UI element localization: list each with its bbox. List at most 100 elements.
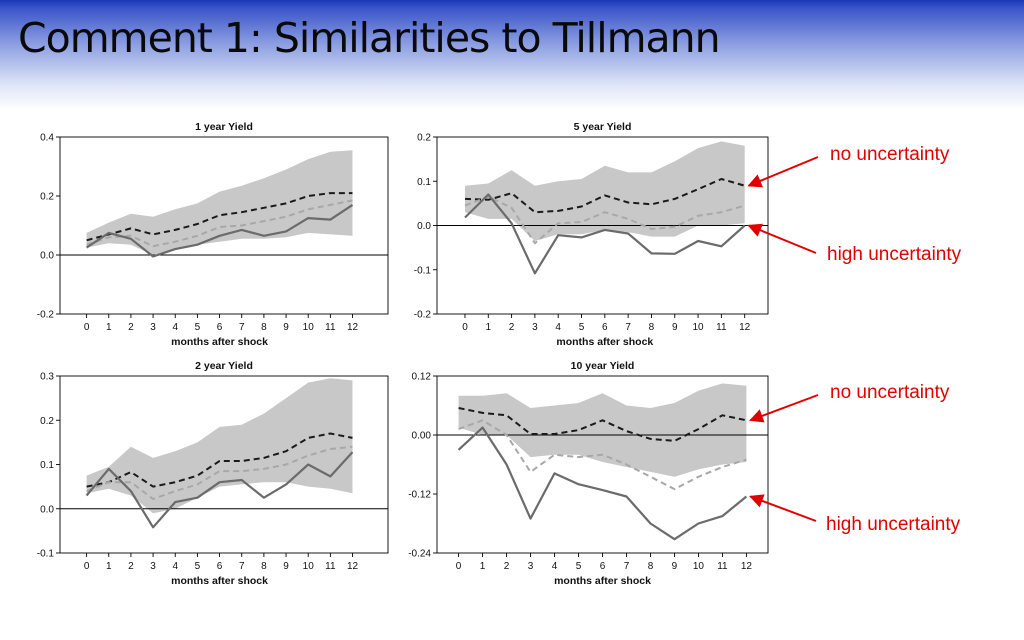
x-tick-label: 5 bbox=[579, 322, 585, 333]
x-tick-label: 6 bbox=[602, 322, 608, 333]
x-tick-label: 7 bbox=[624, 561, 630, 572]
x-tick-label: 0 bbox=[84, 322, 90, 333]
x-tick-label: 9 bbox=[672, 561, 678, 572]
annotation-arrow bbox=[747, 223, 817, 254]
x-tick-label: 3 bbox=[150, 561, 156, 572]
x-tick-label: 6 bbox=[217, 561, 223, 572]
y-tick-label: -0.2 bbox=[37, 310, 55, 321]
annotation-label: high uncertainty bbox=[826, 514, 961, 535]
series-line-no-uncertainty bbox=[86, 432, 353, 488]
x-tick-label: 12 bbox=[347, 322, 359, 333]
x-tick-label: 11 bbox=[325, 561, 336, 572]
x-tick-label: 7 bbox=[625, 322, 631, 333]
x-tick-label: 9 bbox=[283, 322, 289, 333]
x-tick-label: 12 bbox=[741, 561, 753, 572]
x-tick-label: 0 bbox=[462, 322, 468, 333]
x-tick-label: 1 bbox=[106, 561, 112, 572]
series-line-high-uncertainty bbox=[457, 426, 748, 541]
x-tick-label: 2 bbox=[128, 561, 134, 572]
chart-panel-1: 1 year Yield-0.20.00.20.40 1 2 3 4 5 6 7 8 9 10 11 1… bbox=[37, 121, 389, 348]
y-tick-label: 0.2 bbox=[417, 133, 431, 144]
series-line-no-uncertainty bbox=[86, 192, 353, 242]
x-tick-label: 11 bbox=[717, 561, 728, 572]
annotation-arrow bbox=[747, 156, 819, 188]
x-tick-label: 5 bbox=[576, 561, 582, 572]
x-tick-label: 11 bbox=[716, 322, 727, 333]
x-tick-label: 8 bbox=[649, 322, 655, 333]
y-tick-label: -0.1 bbox=[37, 549, 55, 560]
x-tick-label: 2 bbox=[504, 561, 510, 572]
chart-panel-4: 10 year Yield-0.24-0.120.000.120 1 2 3 4 5 6 7 8… bbox=[408, 360, 769, 587]
x-tick-label: 1 bbox=[480, 561, 486, 572]
annotation-no-uncertainty: no uncertainty bbox=[749, 382, 950, 423]
series-line-gray-dashed bbox=[458, 419, 747, 491]
x-axis-label: months after shock bbox=[171, 336, 268, 348]
x-tick-label: 12 bbox=[347, 561, 359, 572]
series-line-high-uncertainty bbox=[85, 203, 354, 258]
x-tick-label: 5 bbox=[195, 322, 201, 333]
x-tick-label: 7 bbox=[239, 561, 245, 572]
x-tick-label: 7 bbox=[239, 322, 245, 333]
chart-panel-3: 2 year Yield-0.10.00.10.20.30 1 2 3 4 5 6 7 8 9 10… bbox=[37, 360, 389, 587]
annotation-high-uncertainty: high uncertainty bbox=[749, 494, 961, 535]
annotation-no-uncertainty: no uncertainty bbox=[747, 144, 950, 188]
x-tick-label: 0 bbox=[456, 561, 462, 572]
x-tick-label: 11 bbox=[325, 322, 336, 333]
x-axis-label: months after shock bbox=[171, 575, 268, 587]
x-tick-label: 1 bbox=[106, 322, 112, 333]
y-tick-label: 0.4 bbox=[40, 133, 54, 144]
x-tick-label: 4 bbox=[555, 322, 561, 333]
x-tick-label: 4 bbox=[172, 561, 178, 572]
series-line-gray-dashed bbox=[464, 195, 745, 245]
x-tick-label: 3 bbox=[532, 322, 538, 333]
y-tick-label: 0.00 bbox=[412, 431, 432, 442]
y-tick-label: 0.0 bbox=[417, 221, 431, 232]
x-tick-label: 9 bbox=[672, 322, 678, 333]
series-line-high-uncertainty bbox=[464, 193, 746, 275]
x-tick-label: 8 bbox=[261, 322, 267, 333]
chart-title: 10 year Yield bbox=[571, 360, 635, 372]
annotation-label: high uncertainty bbox=[827, 244, 962, 265]
x-tick-label: 10 bbox=[303, 561, 315, 572]
y-tick-label: 0.0 bbox=[40, 504, 54, 515]
x-tick-label: 9 bbox=[283, 561, 289, 572]
y-tick-label: 0.1 bbox=[417, 177, 431, 188]
x-tick-label: 4 bbox=[172, 322, 178, 333]
confidence-band bbox=[86, 378, 353, 514]
series-line-no-uncertainty bbox=[458, 407, 747, 442]
chart-panel-2: 5 year Yield-0.2-0.10.00.10.20 1 2 3 4 5 6 7 8 9 1… bbox=[414, 121, 769, 348]
x-tick-label: 2 bbox=[509, 322, 515, 333]
chart-title: 2 year Yield bbox=[195, 360, 253, 372]
x-tick-label: 3 bbox=[150, 322, 156, 333]
x-tick-label: 8 bbox=[261, 561, 267, 572]
y-tick-label: -0.2 bbox=[414, 310, 432, 321]
y-tick-label: 0.2 bbox=[40, 416, 54, 427]
x-tick-label: 5 bbox=[195, 561, 201, 572]
y-tick-label: -0.24 bbox=[408, 549, 431, 560]
y-tick-label: 0.1 bbox=[40, 460, 54, 471]
y-tick-label: -0.12 bbox=[408, 490, 431, 501]
annotation-arrow bbox=[749, 394, 819, 423]
x-tick-label: 8 bbox=[648, 561, 654, 572]
x-tick-label: 2 bbox=[128, 322, 134, 333]
chart-title: 1 year Yield bbox=[195, 121, 253, 133]
x-tick-label: 10 bbox=[693, 561, 705, 572]
annotation-label: no uncertainty bbox=[830, 144, 950, 165]
x-tick-label: 6 bbox=[217, 322, 223, 333]
title-band bbox=[0, 0, 1024, 110]
y-tick-label: 0.3 bbox=[40, 372, 54, 383]
x-axis-label: months after shock bbox=[554, 575, 651, 587]
series-line-no-uncertainty bbox=[464, 178, 745, 214]
y-tick-label: 0.12 bbox=[412, 372, 432, 383]
confidence-band bbox=[458, 383, 747, 477]
x-tick-label: 12 bbox=[739, 322, 751, 333]
x-axis-label: months after shock bbox=[556, 336, 653, 348]
annotation-label: no uncertainty bbox=[830, 382, 950, 403]
confidence-band bbox=[465, 141, 745, 241]
chart-title: 5 year Yield bbox=[574, 121, 632, 133]
x-tick-label: 6 bbox=[600, 561, 606, 572]
slide-title: Comment 1: Similarities to Tillmann bbox=[18, 14, 721, 62]
y-tick-label: 0.2 bbox=[40, 192, 54, 203]
x-tick-label: 0 bbox=[84, 561, 90, 572]
